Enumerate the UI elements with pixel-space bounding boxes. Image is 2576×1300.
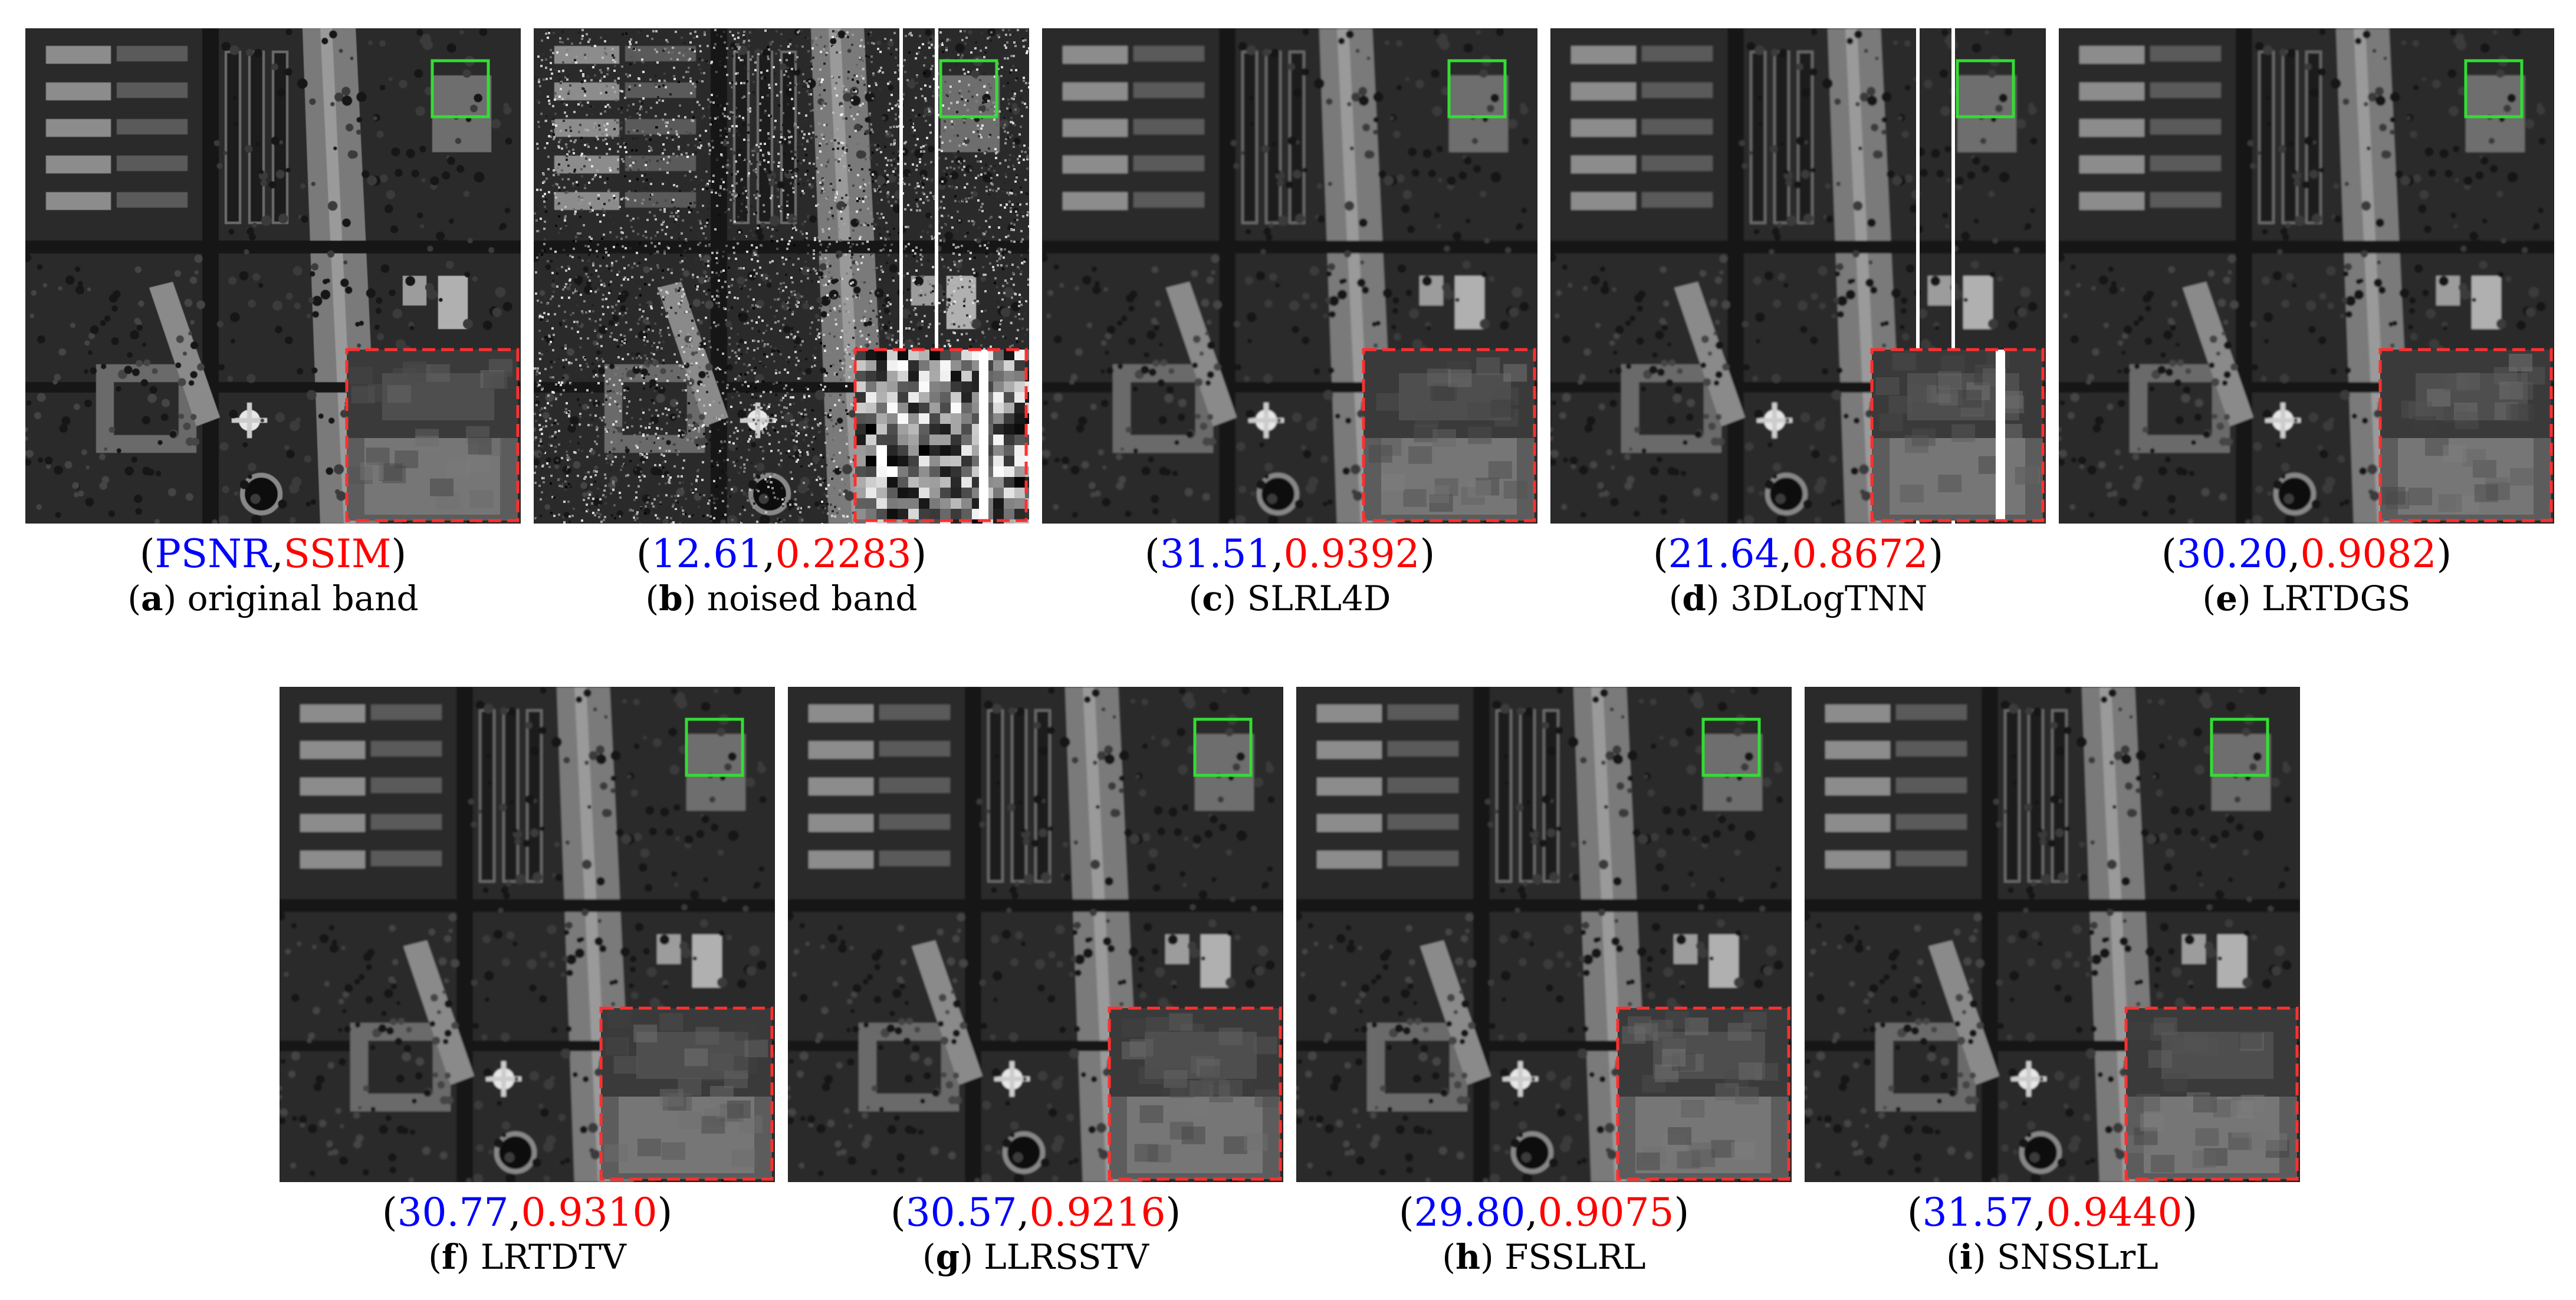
zoom-source-box [685,718,744,777]
metrics-g: (30.57,0.9216) [890,1190,1181,1235]
psnr-value: 30.57 [905,1190,1017,1235]
aerial-image-b [534,28,1029,524]
zoom-source-box [2210,718,2269,777]
label-e: (e) LRTDGS [2202,578,2411,618]
image-panel-f [280,687,775,1182]
aerial-image-d [1550,28,2046,524]
label-d: (d) 3DLogTNN [1668,578,1928,618]
psnr-value: 30.20 [2176,531,2288,577]
caption-d: (21.64,0.8672) (d) 3DLogTNN [1550,531,2046,619]
scene [280,687,775,1182]
image-panel-h [1296,687,1792,1182]
metrics-d: (21.64,0.8672) [1652,531,1944,577]
caption-g: (30.57,0.9216) (g) LLRSSTV [788,1189,1283,1278]
aerial-image-i [1805,687,2300,1182]
caption-b: (12.61,0.2283) (b) noised band [534,531,1029,619]
psnr-value: 12.61 [651,531,763,577]
label-a: (a) original band [127,578,419,618]
zoom-source-box [939,59,998,119]
caption-c: (31.51,0.9392) (c) SLRL4D [1042,531,1537,619]
aerial-image-h [1296,687,1792,1182]
metrics-f: (30.77,0.9310) [382,1190,673,1235]
ssim-value: 0.2283 [775,531,912,577]
aerial-image-e [2059,28,2554,524]
caption-e: (30.20,0.9082) (e) LRTDGS [2059,531,2554,619]
psnr-value: 31.57 [1922,1190,2034,1235]
ssim-value: 0.8672 [1792,531,1928,577]
zoom-source-box [1193,718,1253,777]
image-panel-g [788,687,1283,1182]
zoom-source-box [2464,59,2524,119]
image-panel-e [2059,28,2554,524]
ssim-value: 0.9392 [1283,531,1420,577]
psnr-value: 30.77 [397,1190,509,1235]
metrics-a: (PSNR,SSIM) [139,531,407,577]
caption-a: (PSNR,SSIM) (a) original band [25,531,521,619]
ssim-value: 0.9082 [2300,531,2437,577]
label-i: (i) SNSSLrL [1946,1237,2158,1277]
ssim-value: 0.9310 [521,1190,658,1235]
aerial-image-g [788,687,1283,1182]
zoom-source-box [1701,718,1761,777]
image-panel-d [1550,28,2046,524]
aerial-image-c [1042,28,1537,524]
metrics-h: (29.80,0.9075) [1398,1190,1690,1235]
psnr-value: 31.51 [1159,531,1271,577]
image-panel-b [534,28,1029,524]
label-b: (b) noised band [645,578,918,618]
label-h: (h) FSSLRL [1442,1237,1646,1277]
label-f: (f) LRTDTV [428,1237,626,1277]
scene [788,687,1283,1182]
psnr-label: PSNR [155,531,271,577]
aerial-image-a [25,28,521,524]
metrics-i: (31.57,0.9440) [1907,1190,2198,1235]
psnr-value: 29.80 [1414,1190,1526,1235]
aerial-image-f [280,687,775,1182]
image-panel-c [1042,28,1537,524]
zoom-source-box [1956,59,2015,119]
ssim-label: SSIM [283,531,392,577]
caption-i: (31.57,0.9440) (i) SNSSLrL [1805,1189,2300,1278]
caption-f: (30.77,0.9310) (f) LRTDTV [280,1189,775,1278]
image-panel-a [25,28,521,524]
caption-h: (29.80,0.9075) (h) FSSLRL [1296,1189,1792,1278]
metrics-c: (31.51,0.9392) [1144,531,1435,577]
ssim-value: 0.9440 [2046,1190,2183,1235]
metrics-e: (30.20,0.9082) [2161,531,2452,577]
label-g: (g) LLRSSTV [922,1237,1149,1277]
ssim-value: 0.9216 [1029,1190,1166,1235]
ssim-value: 0.9075 [1537,1190,1674,1235]
zoom-source-box [431,59,490,119]
image-panel-i [1805,687,2300,1182]
zoom-source-box [1447,59,1507,119]
metrics-b: (12.61,0.2283) [636,531,927,577]
label-c: (c) SLRL4D [1188,578,1391,618]
psnr-value: 21.64 [1668,531,1780,577]
